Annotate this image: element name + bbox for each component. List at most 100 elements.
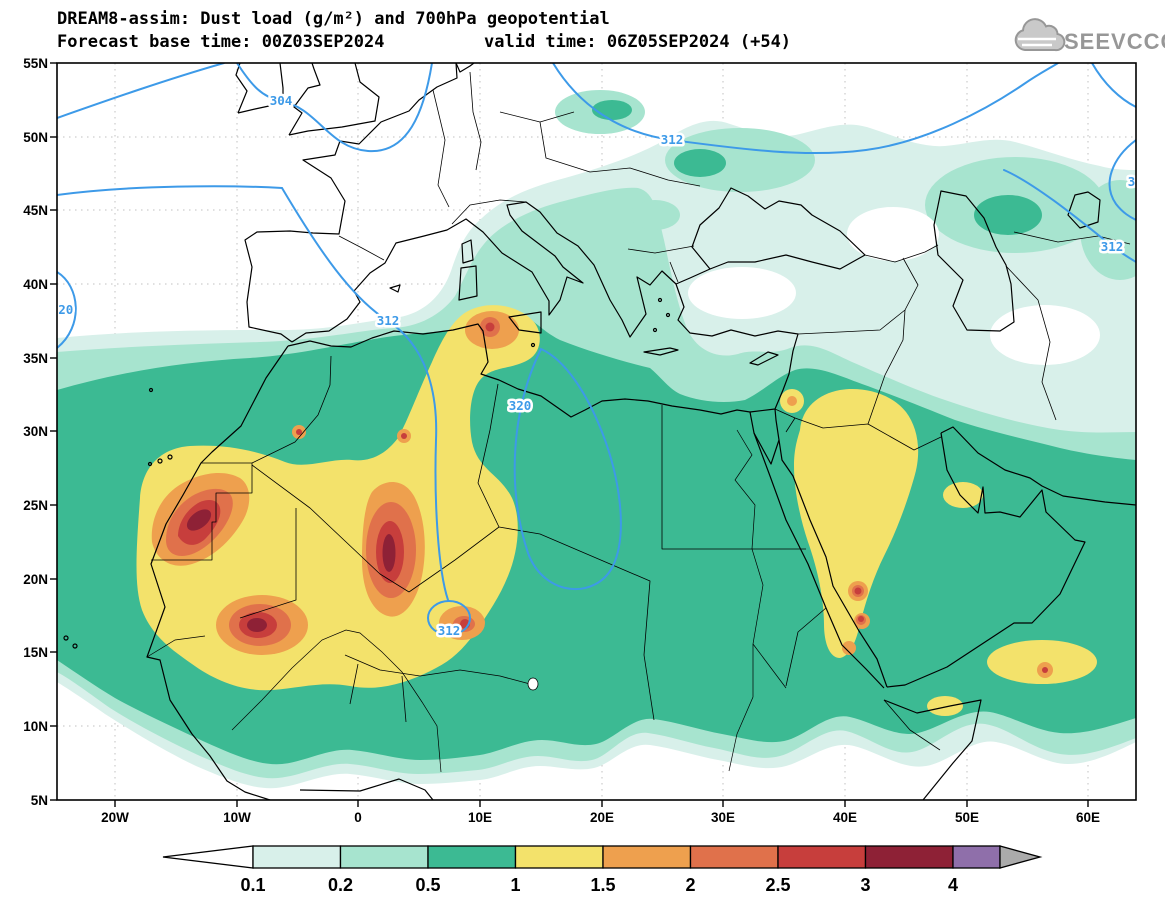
island [643,347,679,356]
colorbar-tick-label: 2.5 [765,875,790,895]
lat-tick-label: 35N [23,351,48,366]
island [458,265,478,301]
coastline-segment [940,426,1136,506]
colorbar-segment [427,845,517,869]
colorbar-segment [777,845,867,869]
border-segment [661,405,806,550]
coastline-segment [235,63,248,114]
dust-level-3-4 [186,509,396,632]
coastline-segment [291,201,711,343]
lon-tick-label: 0 [354,810,362,825]
contour-line [552,63,1059,155]
lon-tick-label: 10E [468,810,492,825]
dust-region [1042,667,1048,673]
contour-label: 312 [377,313,400,328]
lon-tick-label: 20W [101,810,129,825]
colorbar-segment [864,845,954,869]
lake-chad [527,677,539,691]
dust-below-threshold-region [847,207,939,261]
colorbar: 0.1 0.2 0.5 1 1.5 2 2.5 3 4 [162,845,1043,895]
lat-tick-label: 10N [23,719,48,734]
dust-level-1-1.5 [136,305,1097,716]
coastlines [63,63,1136,800]
contour-line [57,185,449,601]
island [148,387,154,393]
contour-label: 312 [438,623,461,638]
island [167,454,173,460]
border-segment [344,654,531,685]
dust-region [794,388,919,658]
island [147,461,153,467]
coastline-segment [299,778,434,800]
cloud-icon [1014,18,1066,52]
border-segment [797,257,919,335]
dust-region [401,433,407,439]
coastline-segment [753,432,885,689]
lat-tick-label: 30N [23,424,48,439]
coastline-segment [146,345,289,800]
contour-label: 320 [51,302,74,317]
colorbar-tick-label: 0.5 [415,875,440,895]
colorbar-tick-label: 1 [510,875,520,895]
island [63,635,69,641]
contour-line [1108,139,1136,221]
colorbar-segment [252,845,342,869]
contour-line [57,63,225,119]
longitude-axis: 20W 10W 0 10E 20E 30E 40E 50E 60E [101,810,1100,825]
border-segment [451,199,527,225]
coastline-segment [749,408,780,465]
rivers [146,429,787,773]
island [461,239,474,264]
border-segment [251,355,332,464]
island [530,342,536,348]
dust-region [943,482,983,508]
river-nile [728,429,764,772]
lon-tick-label: 20E [590,810,614,825]
border-segment [1005,265,1057,421]
border-segment [669,261,679,283]
dust-region [382,534,396,572]
dust-region [186,509,212,531]
border-segment [864,244,939,263]
valid-time-label: valid time: 06Z05SEP2024 (+54) [484,32,791,52]
dust-region [485,322,495,332]
lat-tick-label: 40N [23,277,48,292]
logo-text: SEEVCCC [1064,29,1165,54]
coastline-segment [455,63,475,73]
dust-region [674,149,726,177]
contour-line [1003,169,1136,263]
colorbar-segment [514,845,604,869]
lat-tick-label: 20N [23,572,48,587]
lat-tick-label: 15N [23,645,48,660]
colorbar-segment [602,845,692,869]
dust-region [630,200,680,230]
island [652,327,658,333]
dust-below-threshold [688,207,1100,365]
coastline-segment [288,63,321,136]
dust-region [974,195,1042,235]
contour-line [427,600,471,636]
lon-tick-label: 10W [223,810,251,825]
contour-label: 304 [270,93,293,108]
contour-line [236,63,433,153]
coastline-segment [883,699,982,800]
header: DREAM8-assim: Dust load (g/m²) and 700hP… [57,9,791,52]
contour-line [513,347,622,590]
river-blue-nile [752,643,787,689]
dust-below-threshold-region [990,305,1100,365]
island [665,312,671,318]
contour-label: 312 [661,132,684,147]
map-plot: 304 320 312 320 312 312 312 316 [23,56,1137,825]
coastline-segment [675,283,799,413]
border-segment [627,245,695,254]
dust-region [842,641,856,655]
lat-tick-label: 5N [31,793,48,808]
island [157,458,163,464]
lat-tick-label: 50N [23,130,48,145]
axis-ticks [50,62,1089,807]
dust-region [296,429,302,435]
border-segment [867,309,906,425]
dust-below-threshold-region [688,267,796,319]
border-segment [408,383,500,593]
